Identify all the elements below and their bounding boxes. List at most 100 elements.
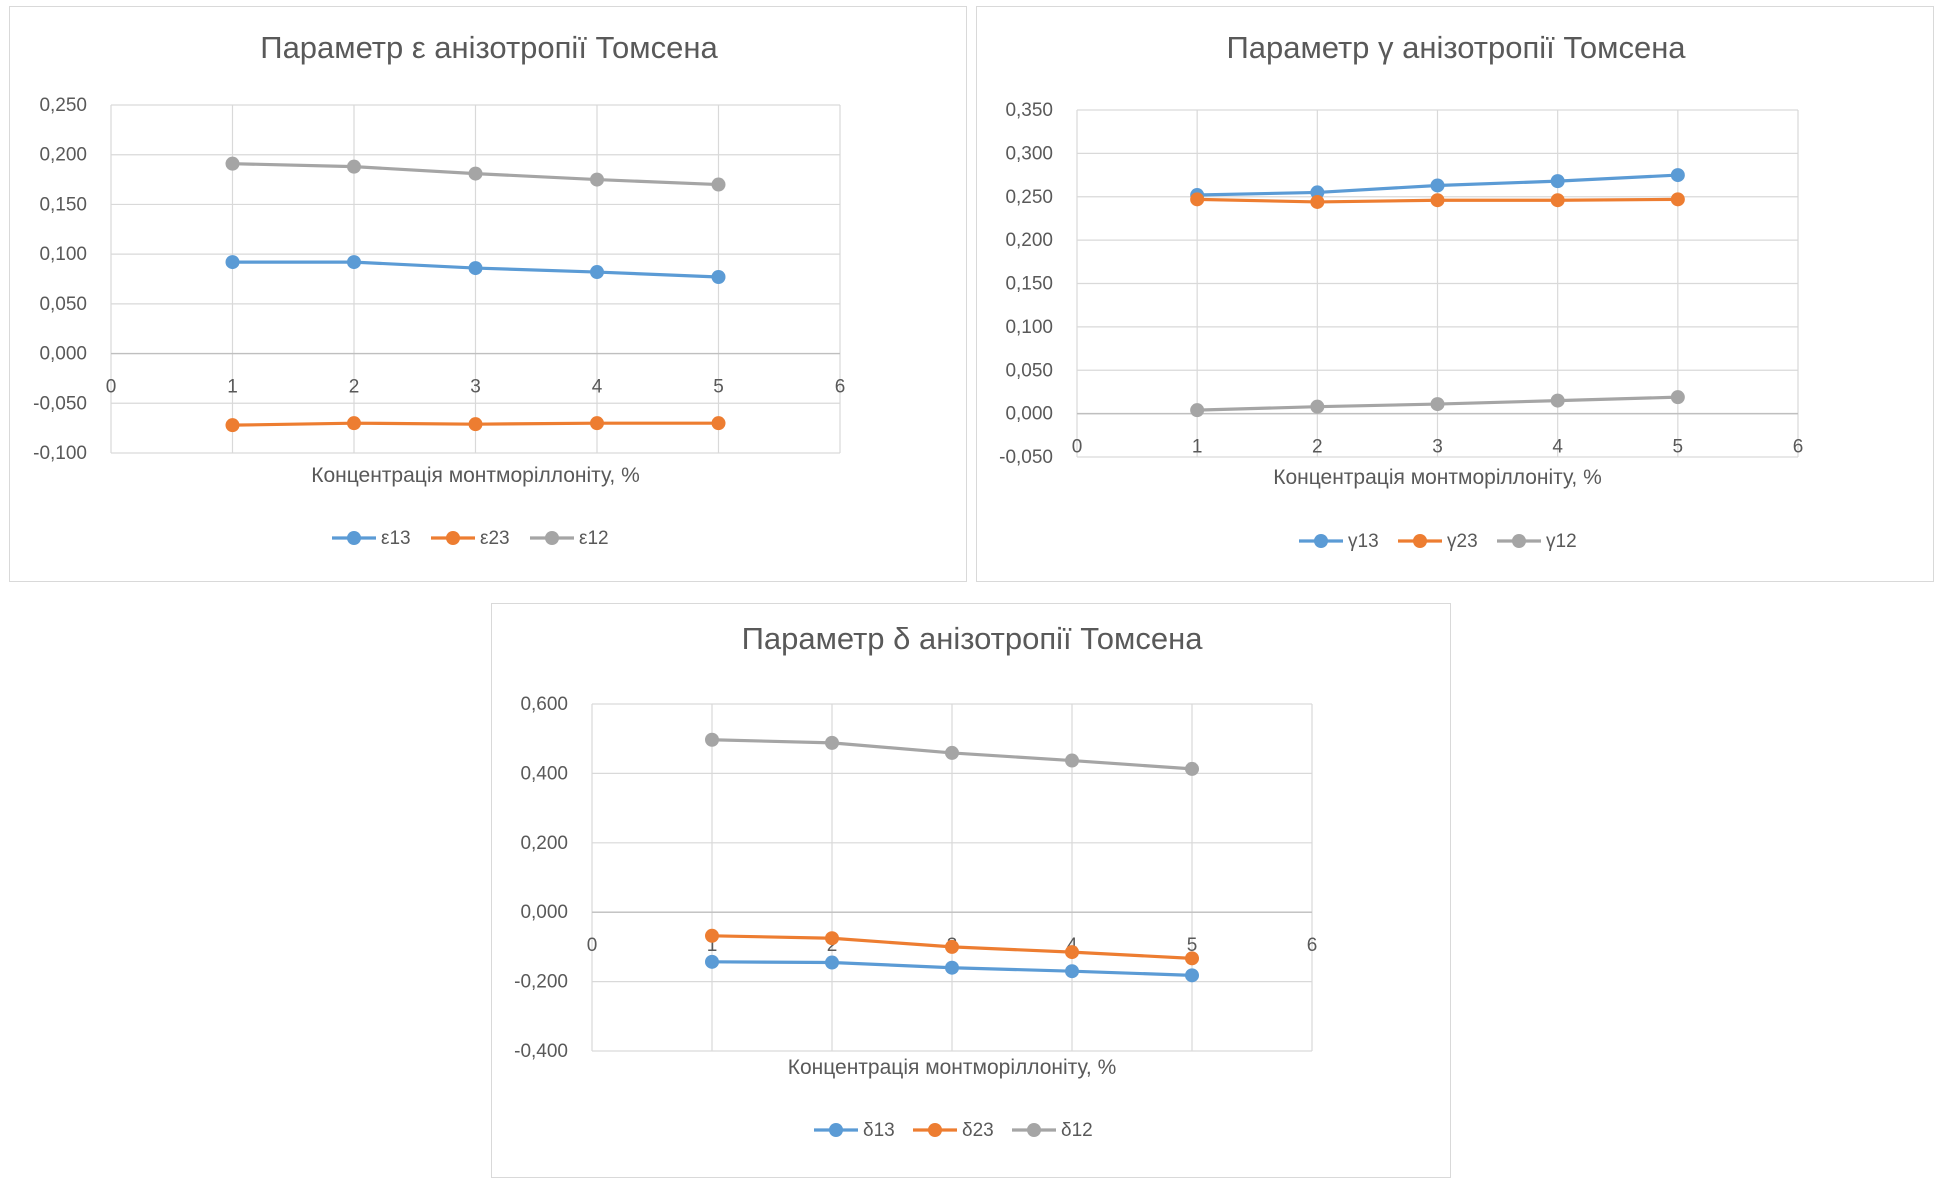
- data-point: [1185, 761, 1199, 776]
- y-tick-label: 0,400: [520, 763, 568, 784]
- data-point: [1550, 393, 1565, 408]
- data-point: [1310, 194, 1325, 209]
- legend-label: γ13: [1348, 531, 1379, 552]
- x-tick-label: 3: [470, 377, 481, 398]
- legend-swatch-marker: [1314, 534, 1328, 548]
- x-tick-label: 0: [1072, 437, 1083, 458]
- data-point: [1670, 168, 1685, 183]
- data-point: [945, 939, 959, 954]
- x-axis-label: Концентрація монтморіллоніту, %: [311, 464, 640, 487]
- x-axis-label: Концентрація монтморіллоніту, %: [788, 1056, 1117, 1079]
- data-point: [705, 928, 719, 943]
- data-point: [1185, 951, 1199, 966]
- data-point: [705, 954, 719, 969]
- y-tick-label: 0,250: [1005, 187, 1053, 208]
- legend-swatch-marker: [1413, 534, 1427, 548]
- x-tick-label: 0: [587, 935, 598, 956]
- y-tick-label: 0,000: [39, 344, 87, 365]
- legend-swatch-marker: [347, 531, 361, 545]
- data-point: [825, 955, 839, 970]
- chart-title: Параметр ε анізотропії Томсена: [260, 30, 718, 65]
- y-tick-label: -0,200: [514, 972, 568, 993]
- data-point: [1430, 178, 1445, 193]
- x-tick-label: 2: [827, 935, 838, 956]
- chart-title: Параметр δ анізотропії Томсена: [742, 621, 1204, 656]
- chart-delta: Параметр δ анізотропії Томсена -0,400 -0,2…: [491, 603, 1451, 1178]
- data-point: [711, 416, 726, 431]
- data-point: [225, 418, 240, 433]
- data-point: [1550, 193, 1565, 208]
- legend-swatch-marker: [1027, 1123, 1041, 1137]
- data-point: [705, 732, 719, 747]
- data-point: [1065, 753, 1079, 768]
- data-point: [468, 417, 483, 432]
- data-point: [711, 177, 726, 192]
- y-tick-label: 0,150: [39, 194, 87, 215]
- y-tick-label: 0,600: [520, 694, 568, 715]
- data-point: [1670, 192, 1685, 207]
- data-point: [347, 159, 361, 174]
- y-tick-label: 0,200: [39, 145, 87, 166]
- data-point: [711, 270, 726, 285]
- y-tick-label: 0,200: [1005, 230, 1053, 251]
- data-point: [1190, 403, 1205, 418]
- data-point: [225, 255, 240, 270]
- data-point: [590, 172, 604, 187]
- legend-swatch-marker: [545, 531, 559, 545]
- chart-delta-svg: Параметр δ анізотропії Томсена -0,400 -0,2…: [514, 621, 1318, 1141]
- y-tick-label: -0,050: [33, 393, 87, 414]
- x-tick-label: 4: [592, 377, 603, 398]
- data-point: [1430, 397, 1445, 412]
- y-tick-label: 0,150: [1005, 274, 1053, 295]
- x-tick-label: 6: [1793, 437, 1804, 458]
- legend-swatch-marker: [928, 1123, 942, 1137]
- y-tick-label: 0,050: [39, 294, 87, 315]
- chart-epsilon: Параметр ε анізотропії Томсена -0,100 -0,0…: [9, 6, 967, 582]
- x-tick-label: 6: [835, 377, 846, 398]
- y-tick-label: 0,100: [39, 244, 87, 265]
- y-tick-label: 0,250: [39, 95, 87, 116]
- data-point: [1550, 174, 1565, 189]
- data-point: [347, 255, 361, 270]
- data-point: [1430, 193, 1445, 208]
- legend-label: ε13: [381, 528, 411, 549]
- data-point: [1190, 192, 1205, 207]
- chart-gamma: Параметр γ анізотропії Томсена -0,050 0,00…: [976, 6, 1934, 582]
- x-tick-label: 5: [1673, 437, 1684, 458]
- y-tick-label: 0,050: [1005, 360, 1053, 381]
- x-tick-label: 1: [1192, 437, 1203, 458]
- x-tick-label: 4: [1552, 437, 1563, 458]
- x-axis-label: Концентрація монтморіллоніту, %: [1273, 466, 1602, 489]
- x-tick-label: 5: [1187, 935, 1198, 956]
- data-point: [1310, 399, 1325, 414]
- data-point: [945, 745, 959, 760]
- data-point: [1670, 390, 1685, 405]
- x-tick-label: 5: [713, 377, 724, 398]
- data-point: [468, 261, 483, 276]
- x-tick-label: 1: [227, 377, 238, 398]
- legend-swatch-marker: [829, 1123, 843, 1137]
- legend-label: γ23: [1447, 531, 1478, 552]
- data-point: [225, 156, 240, 171]
- legend-swatch-marker: [446, 531, 460, 545]
- y-tick-label: -0,050: [999, 447, 1053, 468]
- y-tick-label: 0,350: [1005, 100, 1053, 121]
- data-point: [590, 265, 604, 280]
- legend-label: δ13: [863, 1120, 895, 1141]
- x-tick-label: 3: [1432, 437, 1443, 458]
- x-tick-label: 6: [1307, 935, 1318, 956]
- x-tick-label: 1: [707, 935, 718, 956]
- data-point: [590, 416, 604, 431]
- x-tick-label: 0: [106, 377, 117, 398]
- y-tick-label: 0,200: [520, 833, 568, 854]
- y-tick-label: -0,100: [33, 443, 87, 464]
- x-tick-label: 2: [349, 377, 360, 398]
- data-point: [468, 166, 483, 181]
- legend-label: δ12: [1061, 1120, 1093, 1141]
- legend-label: ε23: [480, 528, 510, 549]
- y-tick-label: 0,000: [520, 902, 568, 923]
- data-point: [825, 735, 839, 750]
- legend-label: ε12: [579, 528, 609, 549]
- chart-title: Параметр γ анізотропії Томсена: [1226, 30, 1686, 65]
- y-tick-label: -0,400: [514, 1041, 568, 1062]
